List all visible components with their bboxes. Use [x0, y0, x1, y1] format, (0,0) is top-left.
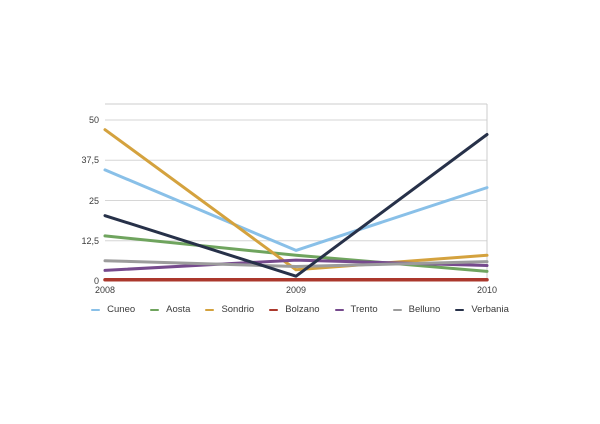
legend-item-cuneo: Cuneo: [91, 304, 135, 316]
legend-swatch-cuneo: [91, 309, 101, 311]
legend-swatch-belluno: [392, 309, 402, 311]
legend-swatch-trento: [334, 309, 344, 311]
legend-label: Bolzano: [285, 304, 320, 315]
legend-swatch-verbania: [455, 309, 465, 311]
y-tick-label: 37,5: [81, 155, 99, 166]
series-line-belluno: [103, 259, 489, 269]
x-tick-label: 2008: [94, 285, 116, 295]
legend-swatch-aosta: [150, 309, 160, 311]
x-tick-label: 2009: [285, 285, 307, 295]
legend-label: Verbania: [471, 304, 509, 315]
legend-label: Cuneo: [107, 304, 136, 315]
legend-label: Belluno: [408, 304, 441, 315]
legend-swatch-sondrio: [205, 309, 215, 311]
y-tick-label: 50: [88, 115, 99, 125]
series-line-cuneo: [103, 168, 489, 252]
legend-item-belluno: Belluno: [392, 304, 441, 316]
legend-swatch-bolzano: [269, 309, 279, 311]
x-tick-label: 2010: [476, 285, 498, 295]
legend-label: Aosta: [166, 304, 191, 315]
legend-item-bolzano: Bolzano: [269, 304, 320, 316]
series-line-verbania: [103, 132, 489, 278]
series-line-sondrio: [103, 128, 489, 272]
legend-label: Trento: [350, 304, 378, 315]
series-line-aosta: [103, 234, 489, 273]
y-tick-label: 0: [93, 276, 99, 286]
legend-label: Sondrio: [221, 304, 255, 315]
y-tick-label: 25: [88, 195, 99, 206]
legend-item-trento: Trento: [334, 304, 378, 316]
legend-item-sondrio: Sondrio: [205, 304, 254, 316]
chart-legend: Cuneo Aosta Sondrio Bolzano Trento Belluno Ver…: [0, 304, 600, 316]
legend-item-verbania: Verbania: [455, 304, 509, 316]
y-tick-label: 12,5: [81, 235, 99, 246]
legend-item-aosta: Aosta: [150, 304, 190, 316]
